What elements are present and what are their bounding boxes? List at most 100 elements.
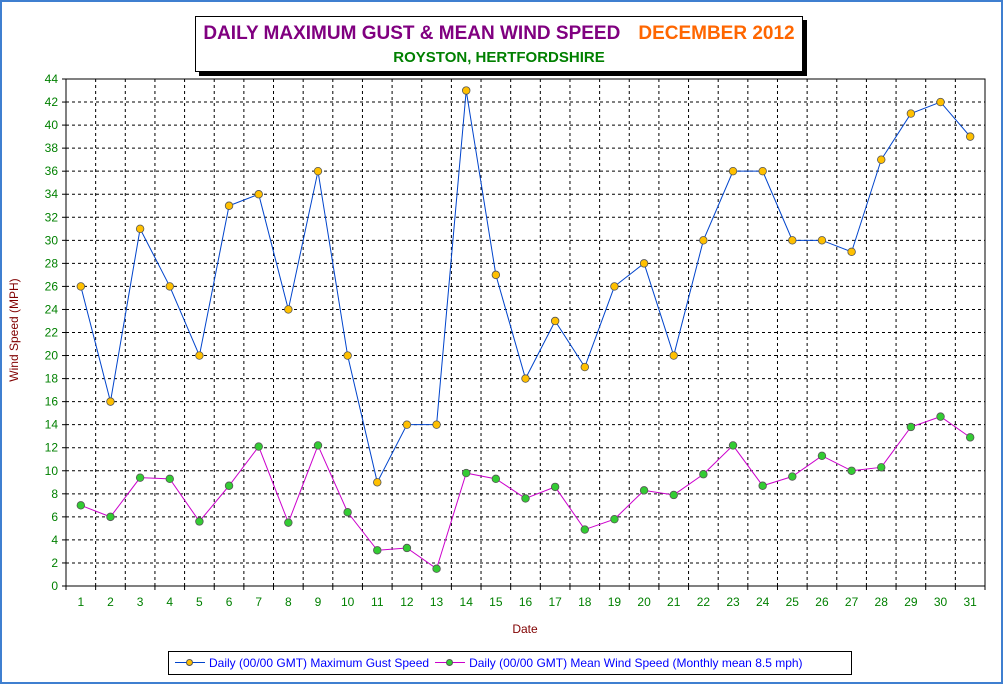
x-tick-label: 5 (196, 595, 203, 609)
y-tick-label: 20 (45, 349, 59, 363)
y-tick-label: 2 (51, 556, 58, 570)
legend-item-mean: Daily (00/00 GMT) Mean Wind Speed (Month… (429, 656, 803, 670)
x-tick-label: 25 (786, 595, 800, 609)
data-point-gust (254, 190, 263, 199)
x-tick-label: 11 (371, 595, 384, 609)
data-point-gust (758, 166, 767, 176)
x-tick-label: 2 (107, 595, 114, 609)
data-point-gust (788, 236, 797, 245)
x-tick-label: 15 (489, 595, 503, 609)
x-tick-label: 28 (875, 595, 889, 609)
y-tick-label: 8 (51, 487, 58, 501)
data-point-gust (580, 362, 589, 372)
data-point-mean (521, 494, 530, 503)
chart-subtitle: ROYSTON, HERTFORDSHIRE (393, 49, 605, 66)
data-point-mean (402, 543, 412, 553)
data-point-gust (313, 166, 323, 176)
data-point-gust (462, 86, 471, 95)
x-tick-label: 17 (548, 595, 562, 609)
y-tick-label: 6 (51, 510, 58, 524)
chart-title-box: DAILY MAXIMUM GUST & MEAN WIND SPEED DECE… (195, 16, 803, 72)
y-tick-label: 28 (45, 256, 59, 270)
data-point-mean (313, 441, 323, 450)
x-tick-label: 30 (934, 595, 948, 609)
legend: Daily (00/00 GMT) Maximum Gust Speed Dai… (168, 651, 852, 675)
data-point-mean (165, 474, 174, 484)
x-tick-label: 26 (815, 595, 829, 609)
data-point-gust (699, 236, 708, 245)
x-tick-label: 16 (519, 595, 533, 609)
data-point-gust (106, 397, 115, 406)
y-tick-label: 30 (45, 233, 59, 247)
series (76, 86, 975, 573)
plot-border (65, 78, 986, 587)
x-tick-label: 19 (608, 595, 622, 609)
data-point-gust (906, 109, 916, 118)
data-point-mean (195, 517, 204, 526)
chart-title: DAILY MAXIMUM GUST & MEAN WIND SPEED (203, 23, 621, 44)
legend-symbol-gust (175, 657, 205, 669)
y-tick-label: 26 (45, 279, 59, 293)
x-tick-label: 31 (963, 595, 977, 609)
title-line: DAILY MAXIMUM GUST & MEAN WIND SPEED DECE… (196, 23, 802, 45)
data-point-mean (936, 412, 945, 421)
y-tick-label: 10 (45, 464, 59, 478)
x-tick-label: 10 (341, 595, 355, 609)
y-tick-label: 24 (45, 302, 59, 316)
tick-labels: 0246810121416182022242628303234363840424… (45, 72, 978, 609)
y-tick-label: 22 (45, 326, 59, 340)
y-tick-label: 4 (51, 533, 58, 547)
data-point-gust (965, 132, 975, 141)
x-tick-label: 22 (697, 595, 711, 609)
data-point-mean (254, 442, 263, 451)
data-point-mean (432, 564, 441, 573)
legend-symbol-mean (435, 657, 466, 669)
y-tick-label: 32 (45, 210, 59, 224)
data-point-gust (639, 259, 649, 268)
data-point-mean (284, 518, 293, 527)
legend-label-gust: Daily (00/00 GMT) Maximum Gust Speed (209, 656, 430, 670)
data-point-mean (491, 474, 501, 484)
x-tick-label: 9 (315, 595, 322, 609)
data-point-mean (106, 512, 115, 522)
data-point-mean (877, 463, 886, 472)
x-tick-label: 7 (255, 595, 262, 609)
data-point-gust (847, 247, 856, 257)
data-point-gust (432, 420, 441, 429)
data-point-gust (284, 305, 293, 314)
axes (62, 78, 986, 590)
data-point-gust (877, 155, 886, 164)
data-point-mean (224, 481, 234, 490)
x-tick-label: 14 (460, 595, 474, 609)
y-tick-label: 14 (45, 418, 59, 432)
x-tick-label: 4 (166, 595, 173, 609)
x-tick-label: 6 (226, 595, 233, 609)
y-tick-label: 0 (51, 579, 58, 593)
data-point-gust (728, 166, 738, 176)
data-point-mean (135, 473, 145, 482)
data-point-gust (402, 420, 412, 429)
data-point-gust (610, 282, 619, 291)
data-point-mean (373, 546, 382, 555)
data-point-mean (550, 482, 560, 492)
data-point-gust (195, 351, 204, 360)
data-point-gust (550, 316, 560, 326)
data-point-mean (639, 486, 649, 495)
data-point-gust (521, 374, 530, 383)
data-point-gust (373, 478, 382, 487)
data-point-mean (343, 508, 352, 517)
y-tick-label: 38 (45, 141, 59, 155)
y-tick-label: 12 (45, 441, 59, 455)
data-point-mean (788, 472, 797, 481)
x-tick-label: 24 (756, 595, 770, 609)
x-tick-label: 27 (845, 595, 859, 609)
data-point-gust (76, 282, 86, 291)
y-tick-label: 44 (45, 72, 59, 86)
x-tick-label: 29 (904, 595, 918, 609)
x-tick-label: 12 (400, 595, 414, 609)
data-point-mean (699, 470, 708, 479)
data-point-gust (135, 224, 145, 233)
data-point-mean (847, 466, 856, 475)
